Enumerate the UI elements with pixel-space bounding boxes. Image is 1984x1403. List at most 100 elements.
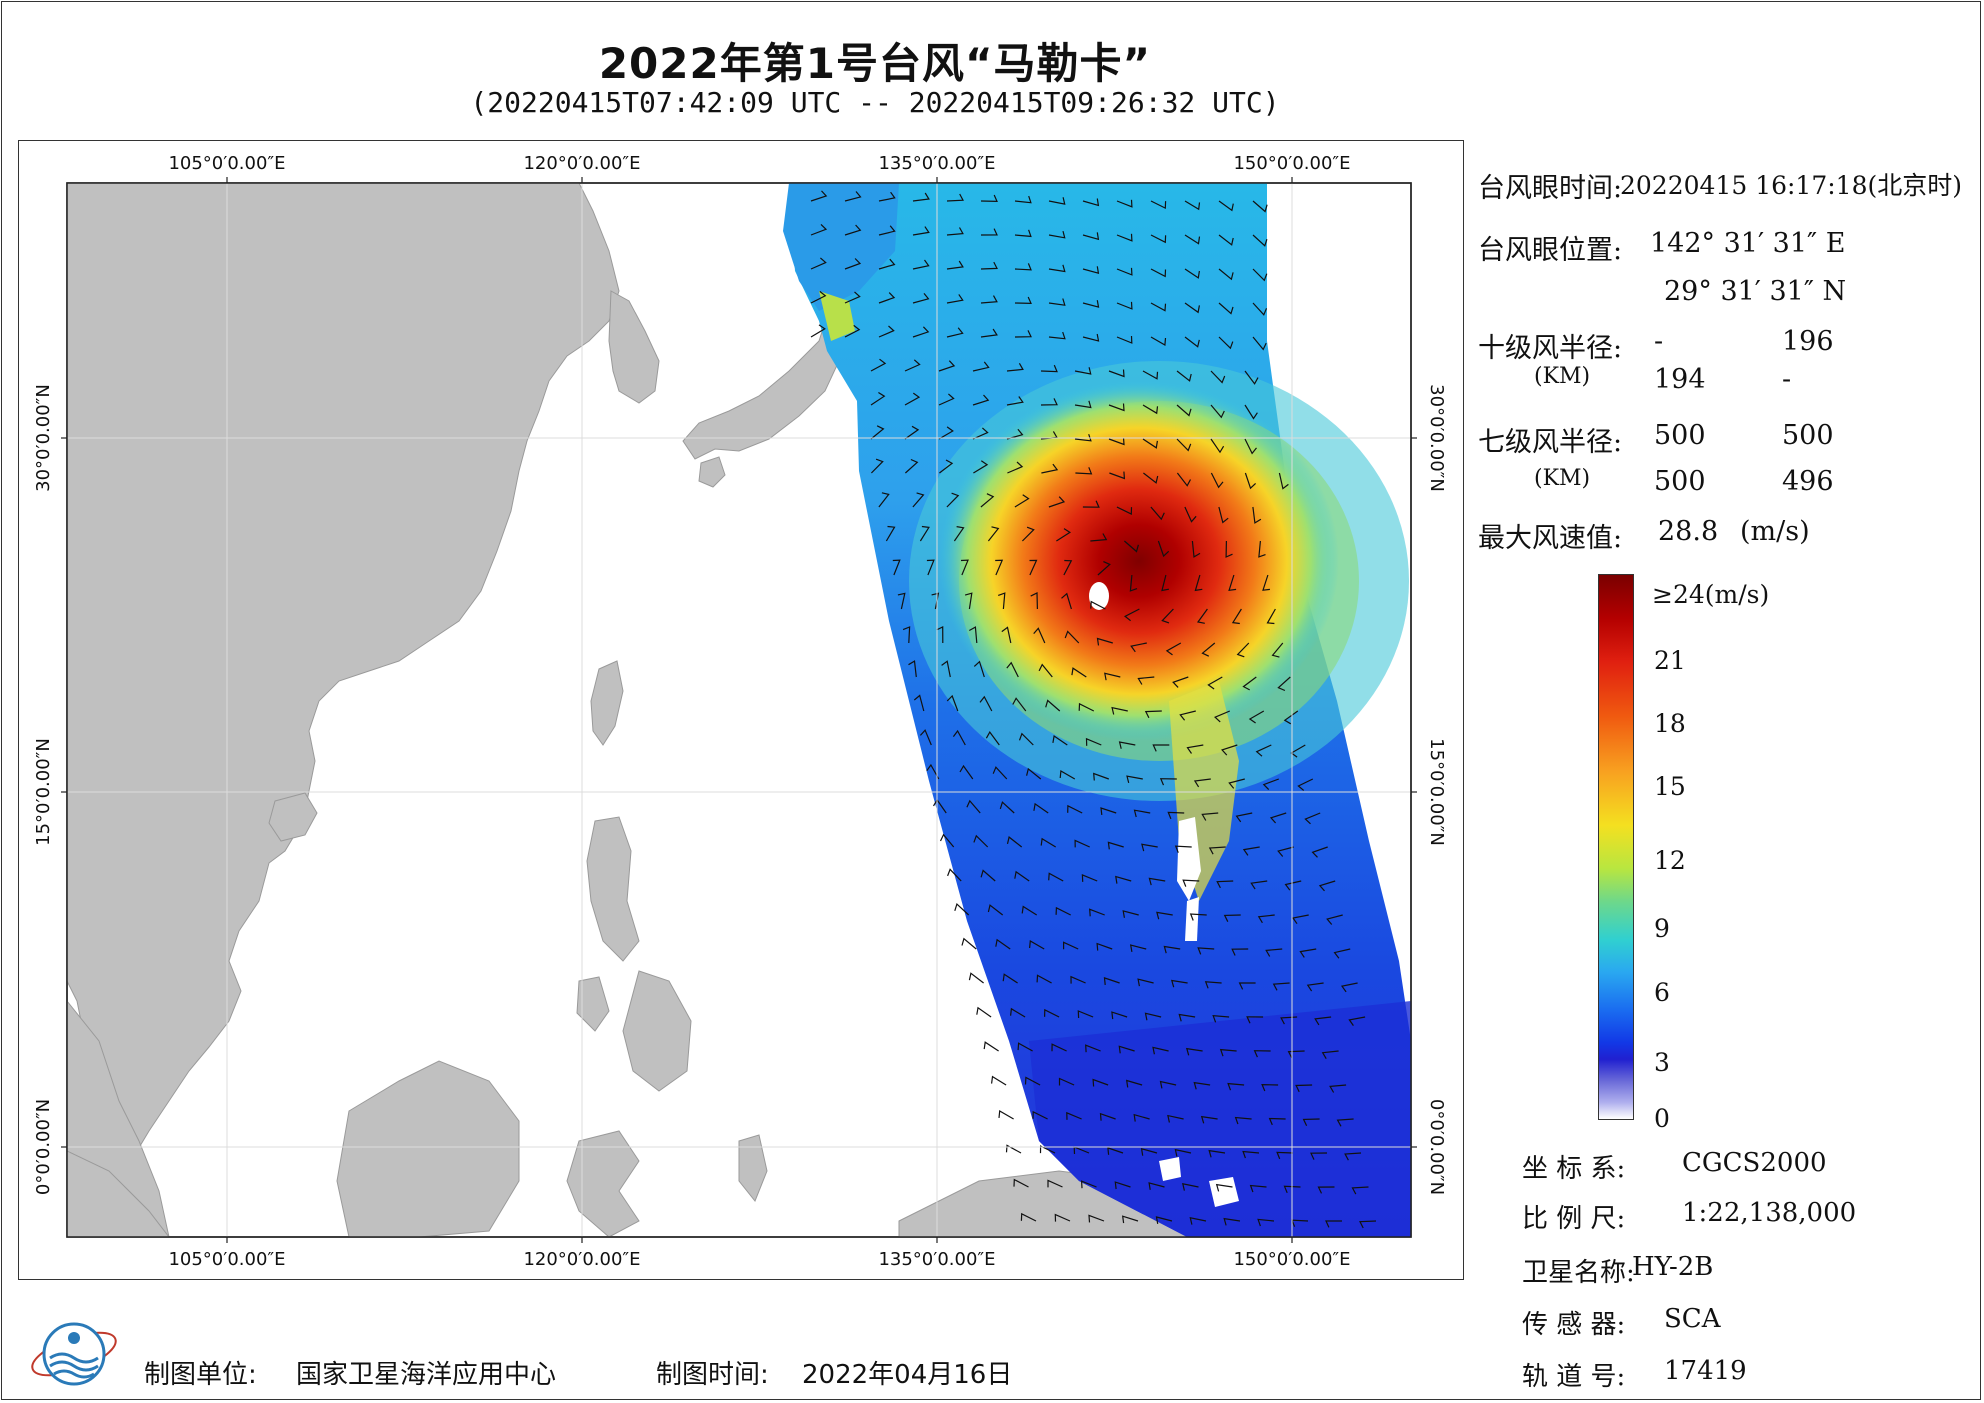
wind-barb xyxy=(844,224,862,236)
wind-barb xyxy=(870,391,886,406)
wind-barb xyxy=(1093,772,1110,781)
wind-barb xyxy=(1130,642,1147,653)
wind-barb xyxy=(1090,600,1106,610)
map-subtitle: (20220415T07:42:09 UTC -- 20220415T09:26… xyxy=(470,86,1280,119)
wind-barb xyxy=(1074,434,1092,442)
wind-barb xyxy=(1191,540,1201,558)
wind-barb xyxy=(1246,1016,1264,1024)
lon-label-top-120: 120°0′0.00″E xyxy=(523,153,640,174)
wind-barb xyxy=(1271,642,1284,658)
wind-barb xyxy=(1141,843,1158,852)
wind-barb xyxy=(1344,1152,1362,1161)
wind-barb xyxy=(954,903,970,916)
legend-label-12: 12 xyxy=(1654,846,1686,875)
wind-barb xyxy=(1010,1007,1026,1018)
wind-barb xyxy=(1014,296,1032,305)
wind-barb xyxy=(1103,977,1120,985)
r10-label: 十级风半径: xyxy=(1478,333,1623,364)
scale-value: 1:22,138,000 xyxy=(1682,1198,1857,1228)
wind-barb xyxy=(1244,370,1259,385)
wind-barb xyxy=(1157,540,1170,558)
wind-barb xyxy=(1167,811,1185,820)
wind-barb xyxy=(1126,775,1143,784)
wind-field-map[interactable]: 105°0′0.00″E 120°0′0.00″E 135°0′0.00″E 1… xyxy=(19,141,1463,1279)
sensor-label: 传 感 器: xyxy=(1522,1310,1626,1340)
wind-barb xyxy=(1118,741,1136,749)
wind-barb xyxy=(1163,945,1181,954)
wind-barb xyxy=(1014,263,1032,271)
wind-barb xyxy=(1082,300,1100,308)
wind-barb xyxy=(1152,1046,1169,1055)
wind-barb xyxy=(1314,1016,1332,1026)
wind-barb xyxy=(1178,1013,1196,1022)
wind-barb xyxy=(885,525,896,542)
wind-barb xyxy=(1085,1044,1101,1053)
wind-barb xyxy=(1252,200,1268,213)
wind-barb xyxy=(1074,400,1092,409)
wind-barb xyxy=(1207,676,1223,690)
wind-barb xyxy=(904,392,921,406)
wind-barb xyxy=(980,261,998,270)
wind-barb xyxy=(1340,982,1358,993)
wind-barb xyxy=(1024,1076,1041,1086)
wind-barb xyxy=(1116,267,1133,276)
wind-barb xyxy=(1063,559,1073,576)
wind-barb xyxy=(1272,982,1290,991)
wind-barb xyxy=(912,492,925,508)
wind-barb xyxy=(1048,298,1066,306)
wind-barb xyxy=(1252,302,1268,316)
wind-barb xyxy=(1012,697,1027,712)
wind-barb xyxy=(973,460,989,474)
wind-barb xyxy=(1064,630,1080,644)
wind-barb xyxy=(1108,369,1125,378)
wind-barb xyxy=(1133,809,1151,818)
wind-barb xyxy=(1032,1110,1048,1120)
wind-barb xyxy=(939,459,954,474)
wind-barb xyxy=(1092,1078,1109,1087)
wind-barb xyxy=(992,766,1008,780)
wind-barb xyxy=(1144,1012,1162,1021)
wind-barb xyxy=(1184,200,1201,211)
wind-barb xyxy=(1150,506,1165,521)
date-value: 2022年04月16日 xyxy=(802,1360,1013,1390)
wind-barb xyxy=(973,834,989,848)
wind-barb xyxy=(1234,1116,1252,1125)
wind-barb xyxy=(1297,778,1314,791)
wind-barb xyxy=(972,427,989,440)
wind-barb xyxy=(1231,948,1249,956)
wind-barb xyxy=(1176,404,1192,417)
wind-barb xyxy=(1142,404,1159,415)
wind-barb xyxy=(1227,1082,1245,1091)
wind-barb xyxy=(1026,767,1042,780)
wind-barb xyxy=(1201,642,1216,657)
wind-barb xyxy=(1040,364,1058,373)
wind-barb xyxy=(995,559,1004,576)
wind-barb xyxy=(1029,559,1038,576)
wind-barb xyxy=(1021,905,1038,916)
wind-barb xyxy=(1116,506,1133,516)
wind-barb xyxy=(902,626,911,644)
wind-barb xyxy=(1067,804,1083,814)
wind-barb xyxy=(1325,1220,1342,1228)
wind-barb xyxy=(1033,627,1046,644)
wind-barb xyxy=(1124,540,1139,553)
wind-barb xyxy=(1074,367,1092,375)
wind-barb xyxy=(1040,398,1058,406)
wind-barb xyxy=(1137,676,1155,685)
wind-barb xyxy=(1118,1045,1135,1054)
wind-barb xyxy=(995,938,1011,950)
wind-barb xyxy=(1108,437,1125,446)
wind-barb xyxy=(947,868,962,882)
wind-barb xyxy=(1150,268,1167,278)
wind-barb xyxy=(1276,1151,1294,1160)
wind-barb xyxy=(1197,947,1215,955)
wind-barb xyxy=(1189,1217,1207,1225)
wind-barb xyxy=(1036,974,1052,984)
satellite-label: 卫星名称: xyxy=(1522,1258,1635,1288)
wind-barb xyxy=(1172,676,1189,688)
wind-barb xyxy=(946,327,964,338)
wind-barb xyxy=(1061,592,1072,610)
max-wind-label: 最大风速值: xyxy=(1478,523,1623,554)
wind-barb xyxy=(1250,880,1268,890)
wind-barb xyxy=(1116,199,1133,208)
